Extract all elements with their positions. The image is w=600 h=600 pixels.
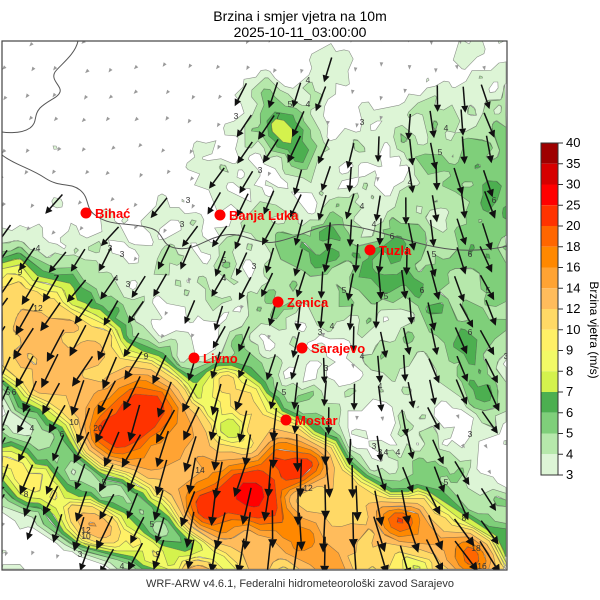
- svg-text:12: 12: [33, 303, 43, 313]
- svg-text:6: 6: [420, 285, 425, 295]
- svg-text:18: 18: [566, 239, 580, 254]
- svg-text:4: 4: [566, 446, 573, 461]
- svg-text:14: 14: [566, 280, 580, 295]
- svg-text:35: 35: [566, 156, 580, 171]
- svg-text:4: 4: [306, 99, 311, 109]
- svg-text:5: 5: [384, 291, 389, 301]
- svg-text:4: 4: [360, 201, 365, 211]
- svg-text:16: 16: [566, 260, 580, 275]
- svg-text:3: 3: [180, 219, 185, 229]
- svg-text:3: 3: [120, 249, 125, 259]
- svg-text:7: 7: [566, 384, 573, 399]
- svg-text:Sarajevo: Sarajevo: [311, 341, 365, 356]
- svg-text:12: 12: [81, 525, 91, 535]
- svg-text:Zenica: Zenica: [287, 295, 329, 310]
- svg-text:4: 4: [306, 75, 311, 85]
- svg-text:Tuzla: Tuzla: [379, 243, 412, 258]
- svg-text:3: 3: [258, 165, 263, 175]
- svg-text:20: 20: [566, 218, 580, 233]
- svg-text:Livno: Livno: [203, 351, 238, 366]
- svg-text:Bihać: Bihać: [95, 206, 130, 221]
- svg-text:10: 10: [69, 417, 79, 427]
- svg-text:6: 6: [390, 231, 395, 241]
- svg-text:40: 40: [566, 135, 580, 150]
- svg-text:3: 3: [360, 117, 365, 127]
- svg-text:3: 3: [186, 195, 191, 205]
- svg-text:3: 3: [252, 261, 257, 271]
- svg-text:4: 4: [30, 423, 35, 433]
- svg-text:9: 9: [144, 351, 149, 361]
- svg-text:25: 25: [566, 197, 580, 212]
- svg-text:3: 3: [234, 111, 239, 121]
- svg-text:5: 5: [432, 249, 437, 259]
- svg-text:4: 4: [384, 447, 389, 457]
- svg-text:5: 5: [438, 147, 443, 157]
- svg-text:30: 30: [566, 177, 580, 192]
- svg-text:Banja Luka: Banja Luka: [229, 208, 299, 223]
- svg-text:5: 5: [566, 426, 573, 441]
- svg-text:6: 6: [566, 405, 573, 420]
- svg-text:3: 3: [372, 441, 377, 451]
- svg-text:4: 4: [330, 321, 335, 331]
- svg-text:3: 3: [566, 467, 573, 482]
- svg-text:6: 6: [468, 327, 473, 337]
- svg-text:10: 10: [566, 322, 580, 337]
- svg-text:3: 3: [126, 279, 131, 289]
- svg-text:3: 3: [78, 549, 83, 559]
- svg-text:6: 6: [468, 249, 473, 259]
- svg-text:14: 14: [195, 465, 205, 475]
- svg-text:3: 3: [468, 429, 473, 439]
- svg-text:7: 7: [276, 111, 281, 121]
- svg-text:9: 9: [566, 343, 573, 358]
- svg-text:6: 6: [12, 387, 17, 397]
- svg-text:Mostar: Mostar: [295, 413, 338, 428]
- svg-text:8: 8: [566, 363, 573, 378]
- svg-text:Brzina vjetra (m/s): Brzina vjetra (m/s): [587, 281, 600, 378]
- svg-text:5: 5: [282, 387, 287, 397]
- svg-text:3: 3: [318, 327, 323, 337]
- svg-text:12: 12: [303, 483, 313, 493]
- svg-text:4: 4: [36, 243, 41, 253]
- svg-text:5: 5: [150, 519, 155, 529]
- svg-text:4: 4: [444, 123, 449, 133]
- svg-text:12: 12: [566, 301, 580, 316]
- svg-text:4: 4: [396, 447, 401, 457]
